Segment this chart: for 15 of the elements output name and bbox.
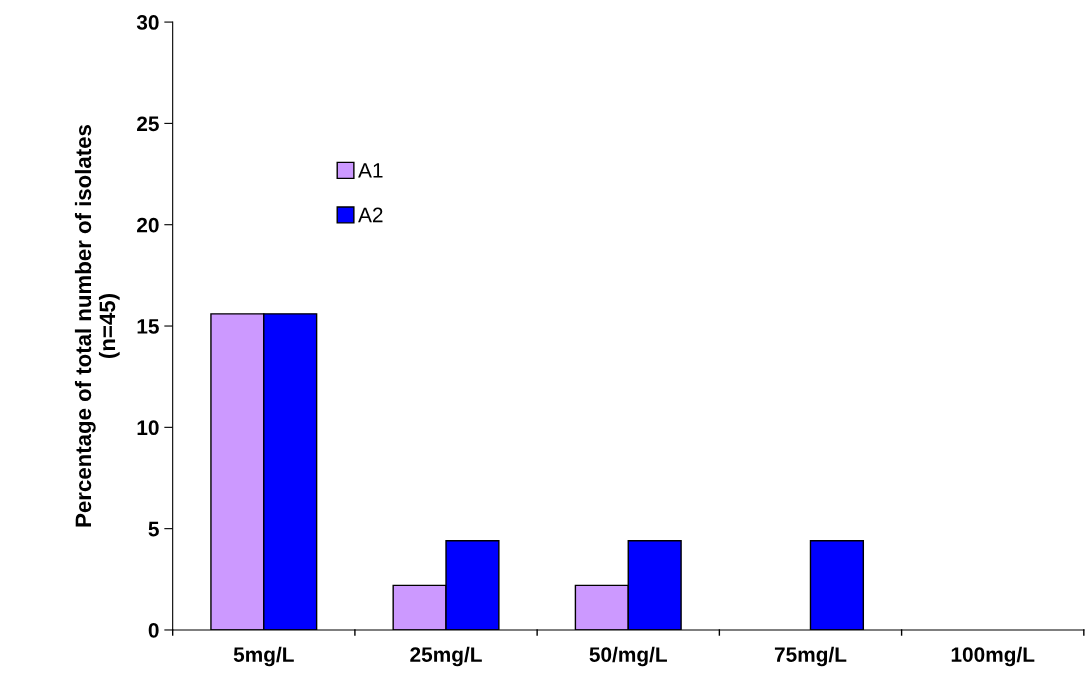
legend-label: A2 (358, 207, 383, 223)
x-tick-label: 50/mg/L (589, 646, 667, 667)
y-tick-label: 20 (137, 217, 159, 233)
x-tick-label: 5mg/L (233, 646, 294, 667)
legend-label: A1 (358, 163, 383, 178)
y-tick-label: 15 (137, 319, 159, 334)
y-tick-label: 25 (137, 116, 159, 132)
y-tick-label: 0 (148, 622, 159, 638)
x-tick-label: 100mg/L (951, 646, 1035, 667)
y-tick-label: 10 (137, 420, 159, 436)
x-tick-label: 25mg/L (410, 646, 482, 667)
y-axis-title: Percentage of total number of isolates (n=45) (74, 125, 120, 527)
y-tick-label: 30 (136, 15, 159, 30)
y-tick-label: 5 (148, 521, 159, 537)
x-tick-label: 75mg/L (774, 646, 847, 667)
